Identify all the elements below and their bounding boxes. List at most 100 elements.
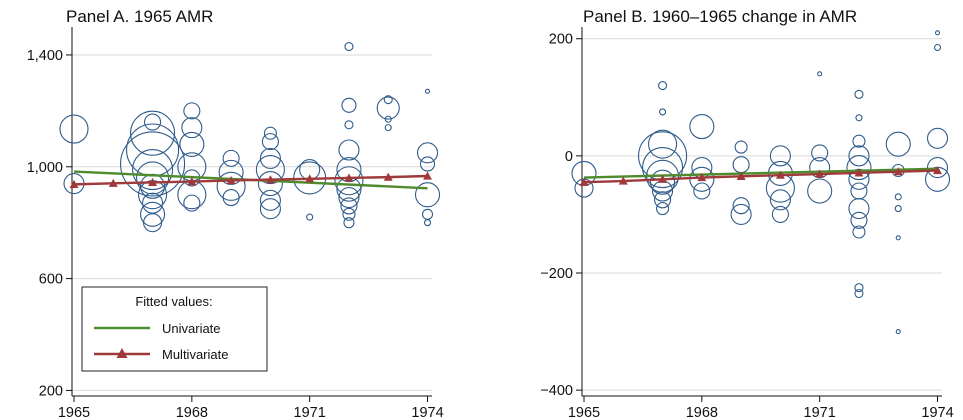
- multivariate-fit-line: [583, 169, 938, 184]
- y-tick-label: 600: [39, 272, 63, 288]
- data-bubble: [852, 225, 866, 239]
- y-tick-label: 1,400: [27, 48, 63, 64]
- data-bubble: [732, 197, 750, 215]
- data-bubble: [144, 113, 162, 131]
- data-bubble: [419, 156, 436, 172]
- data-bubble: [257, 170, 283, 197]
- data-bubble: [183, 102, 201, 120]
- data-bubble: [933, 43, 942, 52]
- data-bubble: [689, 114, 715, 140]
- panel-b: Panel B. 1960–1965 change in AMR −400 −200…: [540, 7, 953, 420]
- data-bubble: [852, 134, 866, 148]
- y-tick-label: 0: [565, 149, 573, 165]
- data-bubble: [885, 131, 911, 157]
- data-bubble: [416, 142, 439, 164]
- data-bubble: [648, 129, 678, 159]
- multivariate-marker: [775, 170, 785, 179]
- data-bubble: [341, 97, 357, 113]
- y-tick-label: 1,000: [27, 160, 63, 176]
- data-bubble: [120, 131, 186, 197]
- multivariate-marker: [148, 177, 158, 187]
- data-bubble: [340, 197, 358, 215]
- data-bubble: [259, 198, 281, 220]
- univariate-fit-line: [583, 167, 938, 179]
- data-bubble: [261, 133, 279, 151]
- multivariate-marker: [265, 175, 275, 184]
- multivariate-marker: [108, 178, 118, 187]
- data-bubble: [336, 157, 362, 183]
- multivariate-marker: [579, 177, 589, 186]
- data-bubble: [659, 108, 667, 116]
- data-bubble: [807, 178, 833, 204]
- data-bubble: [693, 182, 711, 200]
- data-bubble: [136, 161, 170, 195]
- data-bubble: [734, 140, 748, 154]
- multivariate-marker: [933, 166, 943, 175]
- data-bubble: [854, 89, 864, 99]
- data-bubble: [344, 42, 354, 52]
- x-tick-label: 1974: [921, 405, 953, 420]
- data-bubble: [343, 217, 355, 229]
- data-bubble: [338, 186, 360, 209]
- data-bubble: [424, 88, 431, 94]
- data-bubble: [854, 283, 864, 293]
- data-bubble: [140, 201, 166, 227]
- multivariate-marker: [187, 177, 197, 186]
- data-bubble: [423, 219, 432, 227]
- data-bubble: [855, 114, 863, 122]
- data-bubble: [732, 156, 750, 174]
- data-bubble: [642, 147, 684, 189]
- legend: Fitted values: Univariate Multivariate: [81, 286, 268, 372]
- multivariate-marker: [226, 175, 236, 185]
- data-bubble: [143, 213, 163, 233]
- data-bubble: [344, 120, 354, 130]
- data-bubble: [183, 194, 201, 212]
- data-bubble: [850, 211, 868, 229]
- data-bubble: [934, 30, 941, 36]
- multivariate-marker: [423, 171, 433, 180]
- data-bubble: [811, 144, 829, 162]
- data-bubble: [218, 159, 244, 185]
- multivariate-fit-line: [73, 174, 428, 186]
- multivariate-marker: [697, 173, 707, 182]
- data-bubble: [894, 205, 902, 213]
- multivariate-marker: [815, 169, 825, 178]
- data-bubble: [771, 205, 789, 223]
- x-tick-label: 1968: [176, 405, 208, 420]
- data-bubble: [384, 124, 392, 132]
- x-tick-label: 1971: [294, 405, 326, 420]
- y-tick-label: −400: [540, 383, 573, 399]
- panel-title: Panel B. 1960–1965 change in AMR: [583, 7, 857, 26]
- data-bubble: [895, 329, 901, 335]
- data-bubble: [650, 169, 676, 195]
- legend-title: Fitted values:: [135, 294, 212, 309]
- data-bubble: [222, 188, 240, 207]
- multivariate-marker: [893, 167, 903, 176]
- data-bubble: [769, 189, 791, 211]
- data-bubble: [259, 189, 281, 211]
- x-tick-label: 1968: [686, 405, 718, 420]
- multivariate-marker: [658, 174, 668, 183]
- data-bubble: [769, 145, 791, 167]
- data-bubble: [854, 288, 864, 299]
- data-bubble: [306, 213, 314, 221]
- panel-title: Panel A. 1965 AMR: [66, 7, 213, 26]
- data-bubble: [222, 149, 240, 167]
- y-tick-label: −200: [540, 266, 573, 282]
- x-tick-label: 1965: [568, 405, 600, 420]
- data-bubble: [848, 198, 870, 220]
- data-bubble: [730, 203, 752, 225]
- multivariate-marker: [305, 174, 315, 183]
- data-bubble: [414, 182, 441, 208]
- data-bubble: [658, 81, 668, 91]
- data-bubble: [848, 145, 870, 167]
- legend-univariate-label: Univariate: [162, 321, 221, 336]
- y-tick-label: 200: [549, 32, 573, 48]
- x-tick-label: 1971: [804, 405, 836, 420]
- data-bubble: [384, 115, 392, 123]
- data-bubble: [850, 182, 868, 200]
- data-bubble: [894, 193, 902, 201]
- data-bubble: [216, 171, 246, 201]
- panel-a: Panel A. 1965 AMR 200 600 1,000 1,400 1965 196…: [27, 7, 444, 420]
- data-bubble: [895, 235, 901, 241]
